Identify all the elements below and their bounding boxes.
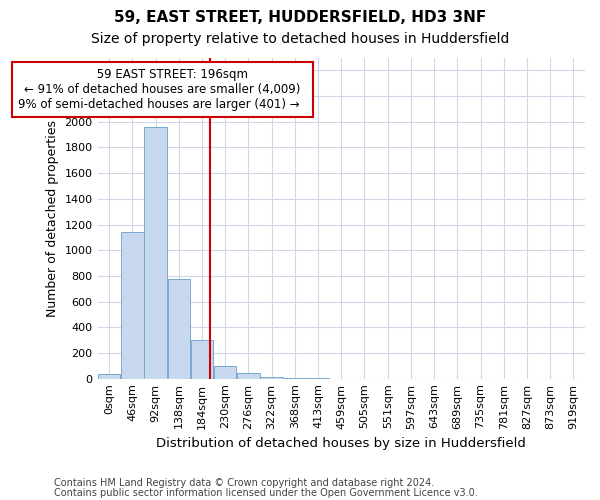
Bar bbox=[145, 127, 167, 378]
Bar bbox=[214, 366, 236, 378]
Bar bbox=[121, 232, 143, 378]
Y-axis label: Number of detached properties: Number of detached properties bbox=[46, 120, 59, 316]
Text: Contains HM Land Registry data © Crown copyright and database right 2024.: Contains HM Land Registry data © Crown c… bbox=[54, 478, 434, 488]
Bar bbox=[237, 373, 260, 378]
Text: Size of property relative to detached houses in Huddersfield: Size of property relative to detached ho… bbox=[91, 32, 509, 46]
Bar bbox=[98, 374, 121, 378]
Bar bbox=[167, 279, 190, 378]
Text: 59 EAST STREET: 196sqm
← 91% of detached houses are smaller (4,009)
9% of semi-d: 59 EAST STREET: 196sqm ← 91% of detached… bbox=[18, 68, 307, 111]
Bar bbox=[191, 340, 213, 378]
Text: Contains public sector information licensed under the Open Government Licence v3: Contains public sector information licen… bbox=[54, 488, 478, 498]
Text: 59, EAST STREET, HUDDERSFIELD, HD3 3NF: 59, EAST STREET, HUDDERSFIELD, HD3 3NF bbox=[114, 10, 486, 25]
X-axis label: Distribution of detached houses by size in Huddersfield: Distribution of detached houses by size … bbox=[157, 437, 526, 450]
